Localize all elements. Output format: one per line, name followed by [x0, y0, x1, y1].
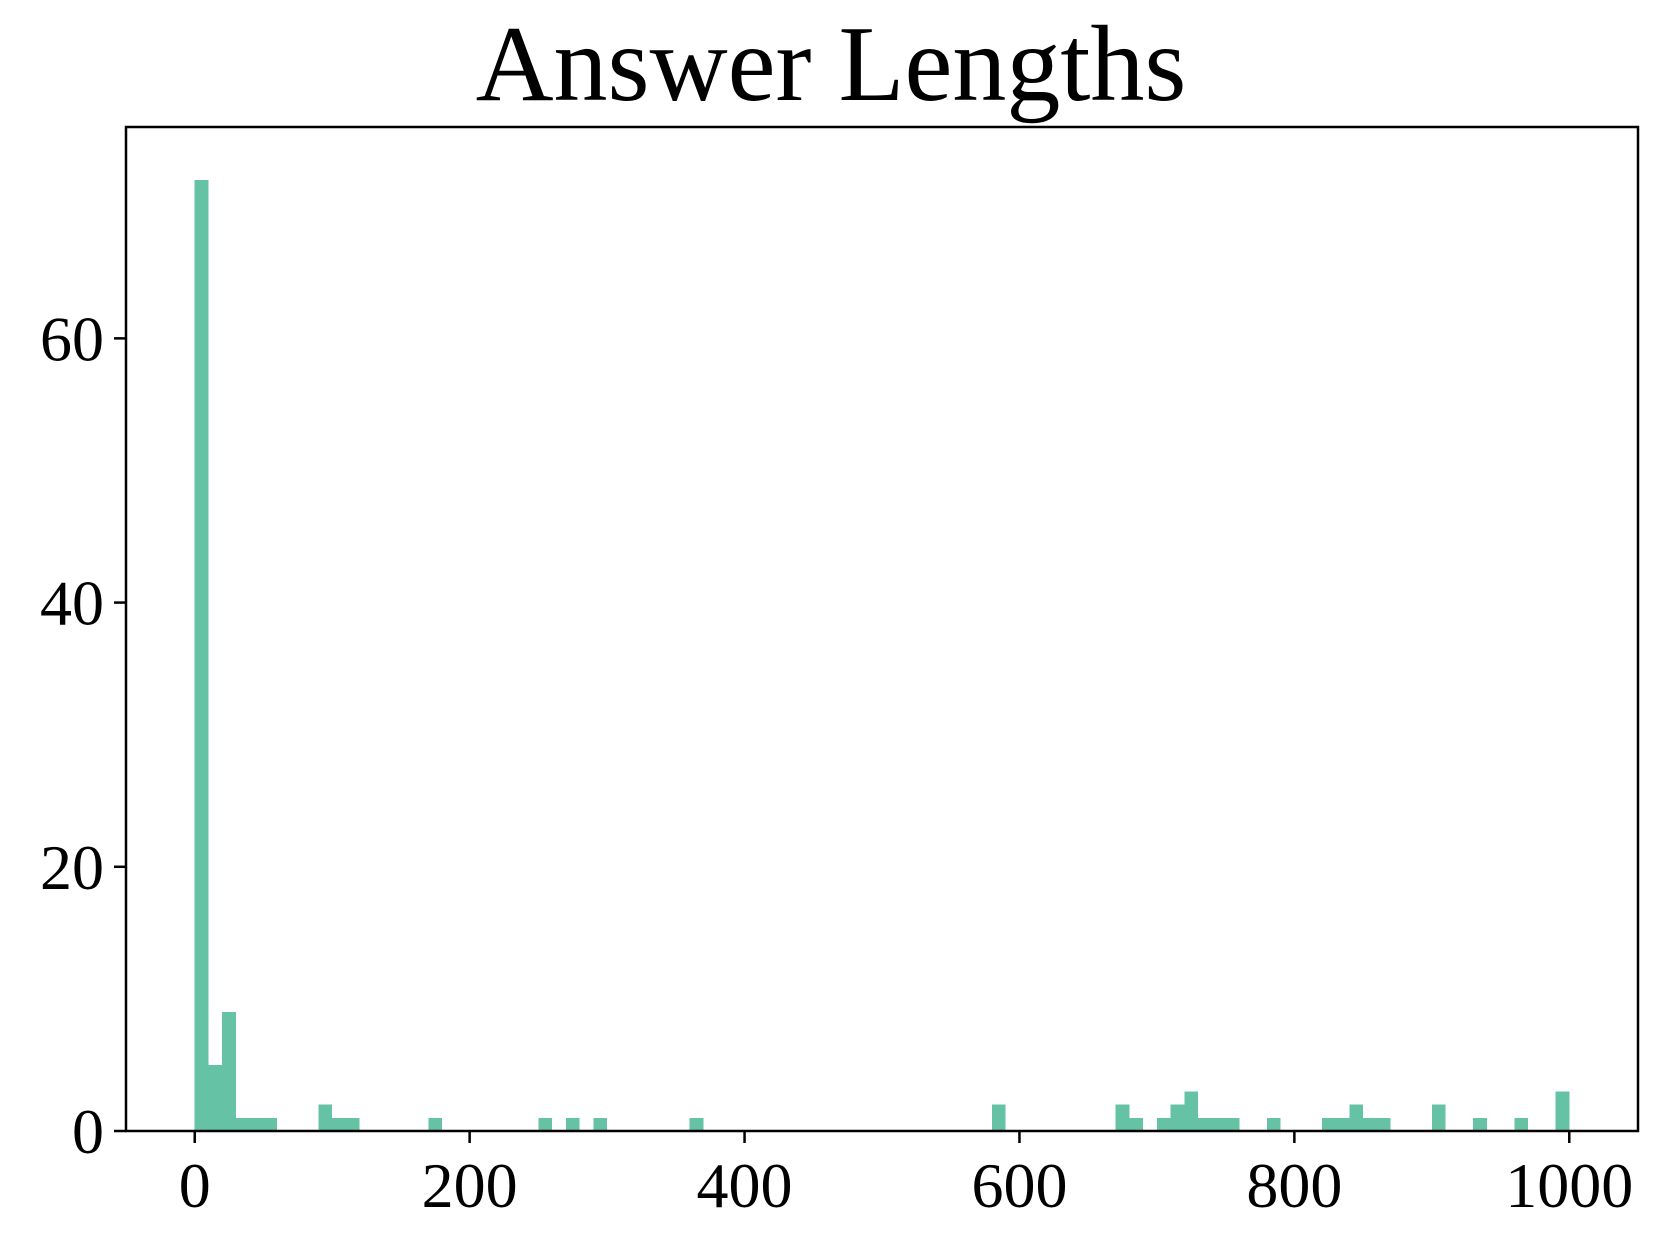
histogram-bar	[1431, 1104, 1446, 1131]
histogram-bar	[1376, 1117, 1391, 1131]
x-tick-label: 0	[179, 1150, 211, 1221]
histogram-bar	[1170, 1104, 1185, 1131]
histogram-bar	[565, 1117, 580, 1131]
histogram-bar	[1363, 1117, 1377, 1131]
histogram-bar	[249, 1117, 264, 1131]
histogram-bar	[263, 1117, 278, 1131]
histogram-bar	[1555, 1091, 1570, 1131]
histogram-bar	[1211, 1117, 1226, 1131]
histogram-bar	[318, 1104, 333, 1131]
histogram-bar	[538, 1117, 553, 1131]
histogram-bar	[208, 1064, 223, 1131]
histogram-bar	[1349, 1104, 1364, 1131]
histogram-bar	[1473, 1117, 1487, 1131]
y-tick-label: 20	[40, 832, 104, 903]
histogram-bar	[332, 1117, 346, 1131]
histogram-bar	[1225, 1117, 1240, 1131]
histogram-bar	[1184, 1091, 1199, 1131]
histogram-bar	[345, 1117, 360, 1131]
histogram-bar	[593, 1117, 608, 1131]
histogram-bar	[1321, 1117, 1336, 1131]
histogram-bar	[1266, 1117, 1281, 1131]
y-tick-label: 40	[40, 568, 104, 639]
histogram-bar	[1129, 1117, 1144, 1131]
histogram-bar	[428, 1117, 443, 1131]
histogram-bar	[194, 179, 209, 1132]
chart-title: Answer Lengths	[476, 5, 1187, 124]
histogram-bar	[1335, 1117, 1350, 1131]
histogram-bar	[1198, 1117, 1212, 1131]
histogram-bar	[1156, 1117, 1171, 1131]
x-tick-label: 800	[1246, 1150, 1342, 1221]
histogram-bar	[222, 1012, 236, 1131]
y-tick-label: 0	[72, 1096, 104, 1167]
axes-group: 0 200 400 600 800 1000 0 20 40 60	[40, 125, 1640, 1221]
x-tick-label: 400	[697, 1150, 793, 1221]
histogram-bar	[1514, 1117, 1529, 1131]
bars-group	[194, 179, 1570, 1132]
x-tick-label: 600	[971, 1150, 1067, 1221]
histogram-bar	[689, 1117, 704, 1131]
histogram-bar	[1115, 1104, 1130, 1131]
histogram-bar	[235, 1117, 250, 1131]
plot-frame	[124, 125, 1640, 1133]
histogram-bar	[991, 1104, 1006, 1131]
x-tick-label: 1000	[1505, 1150, 1633, 1221]
y-tick-label: 60	[40, 303, 104, 374]
x-tick-label: 200	[422, 1150, 518, 1221]
